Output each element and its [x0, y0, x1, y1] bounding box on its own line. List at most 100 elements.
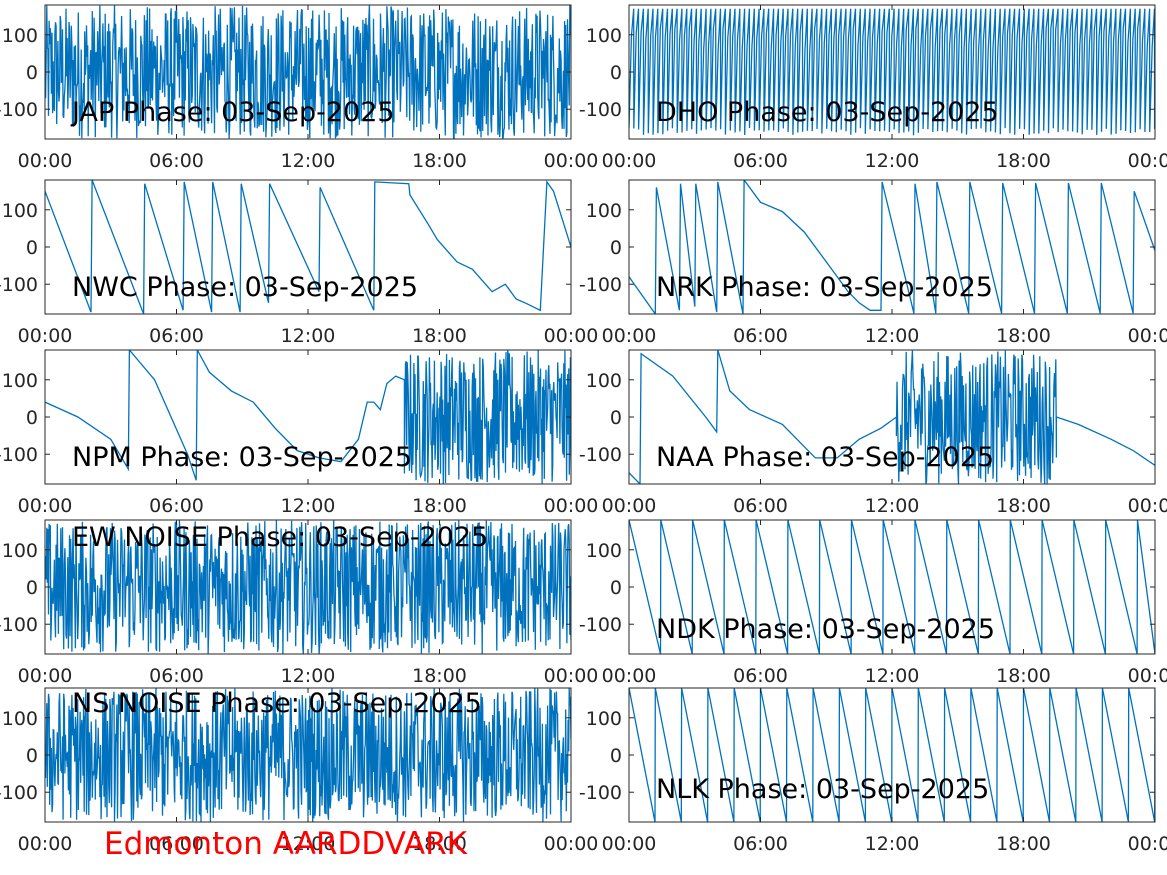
- nwc-xtick-label: 12:00: [281, 325, 336, 347]
- ndk-xtick-label: 00:00: [602, 665, 657, 687]
- npm-xtick-label: 00:00: [544, 495, 599, 517]
- ew-noise-ytick-label: -100: [0, 614, 38, 636]
- jap-ytick-label: 0: [26, 62, 38, 84]
- ew-noise-ytick-label: 100: [2, 540, 38, 562]
- npm-xtick-label: 18:00: [412, 495, 467, 517]
- npm-phase-series: [45, 350, 571, 484]
- npm-ytick-label: 100: [2, 370, 38, 392]
- nrk-phase-series: [629, 180, 1155, 314]
- ns-noise-ytick-label: 100: [2, 708, 38, 730]
- npm-panel-title: NPM Phase: 03-Sep-2025: [72, 442, 412, 473]
- nwc-ytick-label: 100: [2, 200, 38, 222]
- dho-panel-title: DHO Phase: 03-Sep-2025: [656, 97, 999, 128]
- nrk-xtick-label: 00:00: [1128, 325, 1167, 347]
- naa-phase-series: [629, 350, 1155, 484]
- panel-nrk: 100 0 -100 00:00 06:00 12:00 18:00 00:00 NRK Pha…: [579, 179, 1167, 347]
- nwc-xtick-label: 06:00: [149, 325, 204, 347]
- npm-xtick-label: 12:00: [281, 495, 336, 517]
- nwc-phase-series: [45, 180, 571, 314]
- ew-noise-panel-title: EW NOISE Phase: 03-Sep-2025: [72, 522, 488, 553]
- dho-xtick-label: 18:00: [996, 150, 1051, 172]
- nlk-xtick-label: 12:00: [865, 833, 920, 855]
- dho-ytick-label: -100: [579, 99, 622, 121]
- ew-noise-xtick-label: 18:00: [412, 665, 467, 687]
- panel-npm: 100 0 -100 00:00 06:00 12:00 18:00 00:00 NPM Pha…: [0, 349, 599, 517]
- nwc-xtick-label: 00:00: [544, 325, 599, 347]
- jap-xtick-label: 00:00: [18, 150, 73, 172]
- nwc-ytick-label: -100: [0, 274, 38, 296]
- ndk-phase-series: [629, 520, 1155, 654]
- nwc-ytick-label: 0: [26, 237, 38, 259]
- ns-noise-ytick-label: -100: [0, 782, 38, 804]
- naa-xtick-label: 18:00: [996, 495, 1051, 517]
- npm-ytick-label: -100: [0, 444, 38, 466]
- panel-naa: 100 0 -100 00:00 06:00 12:00 18:00 00:00 NAA Pha…: [579, 349, 1167, 517]
- ndk-ytick-label: 0: [610, 577, 622, 599]
- panel-nwc: 100 0 -100 00:00 06:00 12:00 18:00 00:00 NWC Pha…: [0, 179, 599, 347]
- ns-noise-ytick-label: 0: [26, 745, 38, 767]
- nlk-panel-title: NLK Phase: 03-Sep-2025: [656, 774, 989, 805]
- nrk-xtick-label: 12:00: [865, 325, 920, 347]
- nlk-ytick-label: -100: [579, 782, 622, 804]
- jap-xtick-label: 12:00: [281, 150, 336, 172]
- naa-xtick-label: 06:00: [733, 495, 788, 517]
- ew-noise-xtick-label: 12:00: [281, 665, 336, 687]
- dho-xtick-label: 00:00: [602, 150, 657, 172]
- ns-noise-panel-title: NS NOISE Phase: 03-Sep-2025: [72, 688, 482, 719]
- panel-nlk: 100 0 -100 00:00 06:00 12:00 18:00 00:00 NLK Pha…: [579, 687, 1167, 855]
- jap-ytick-label: -100: [0, 99, 38, 121]
- ew-noise-xtick-label: 00:00: [18, 665, 73, 687]
- nwc-xtick-label: 18:00: [412, 325, 467, 347]
- jap-xtick-label: 18:00: [412, 150, 467, 172]
- nrk-ytick-label: 0: [610, 237, 622, 259]
- panel-ew-noise: 100 0 -100 00:00 06:00 12:00 18:00 00:00 EW NOIS…: [0, 519, 599, 687]
- nwc-panel-title: NWC Phase: 03-Sep-2025: [72, 272, 418, 303]
- ndk-panel-title: NDK Phase: 03-Sep-2025: [656, 614, 995, 645]
- ns-noise-xtick-label: 00:00: [18, 833, 73, 855]
- npm-ytick-label: 0: [26, 407, 38, 429]
- naa-xtick-label: 00:00: [1128, 495, 1167, 517]
- jap-xtick-label: 06:00: [149, 150, 204, 172]
- station-title: Edmonton AARDDVARK: [104, 826, 468, 862]
- nlk-ytick-label: 0: [610, 745, 622, 767]
- nrk-panel-title: NRK Phase: 03-Sep-2025: [656, 272, 993, 303]
- ndk-ytick-label: 100: [586, 540, 622, 562]
- jap-xtick-label: 00:00: [544, 150, 599, 172]
- ew-noise-xtick-label: 00:00: [544, 665, 599, 687]
- naa-ytick-label: 0: [610, 407, 622, 429]
- naa-ytick-label: -100: [579, 444, 622, 466]
- nrk-ytick-label: 100: [586, 200, 622, 222]
- nlk-xtick-label: 00:00: [602, 833, 657, 855]
- ew-noise-ytick-label: 0: [26, 577, 38, 599]
- nrk-ytick-label: -100: [579, 274, 622, 296]
- npm-xtick-label: 06:00: [149, 495, 204, 517]
- nlk-xtick-label: 18:00: [996, 833, 1051, 855]
- ns-noise-xtick-label: 18:00: [412, 833, 467, 855]
- dho-ytick-label: 100: [586, 25, 622, 47]
- nrk-xtick-label: 00:00: [602, 325, 657, 347]
- ndk-xtick-label: 12:00: [865, 665, 920, 687]
- panel-dho: 100 0 -100 00:00 06:00 12:00 18:00 00:00 DHO Pha…: [579, 4, 1167, 172]
- ndk-ytick-label: -100: [579, 614, 622, 636]
- ndk-xtick-label: 18:00: [996, 665, 1051, 687]
- nlk-xtick-label: 06:00: [733, 833, 788, 855]
- ns-noise-xtick-label: 12:00: [281, 833, 336, 855]
- nwc-xtick-label: 00:00: [18, 325, 73, 347]
- ew-noise-xtick-label: 06:00: [149, 665, 204, 687]
- naa-ytick-label: 100: [586, 370, 622, 392]
- jap-ytick-label: 100: [2, 25, 38, 47]
- jap-panel-title: JAP Phase: 03-Sep-2025: [70, 97, 395, 128]
- nrk-xtick-label: 06:00: [733, 325, 788, 347]
- ew-noise-phase-series: [45, 520, 571, 654]
- dho-ytick-label: 0: [610, 62, 622, 84]
- nrk-xtick-label: 18:00: [996, 325, 1051, 347]
- naa-xtick-label: 12:00: [865, 495, 920, 517]
- ns-noise-phase-series: [45, 688, 571, 822]
- ndk-xtick-label: 06:00: [733, 665, 788, 687]
- dho-phase-series: [629, 8, 1155, 136]
- ns-noise-xtick-label: 00:00: [544, 833, 599, 855]
- panel-jap: 100 0 -100 00:00 06:00 12:00 18:00 00:00 JAP Pha…: [0, 4, 599, 172]
- nlk-phase-series: [629, 688, 1155, 822]
- ns-noise-xtick-label: 06:00: [149, 833, 204, 855]
